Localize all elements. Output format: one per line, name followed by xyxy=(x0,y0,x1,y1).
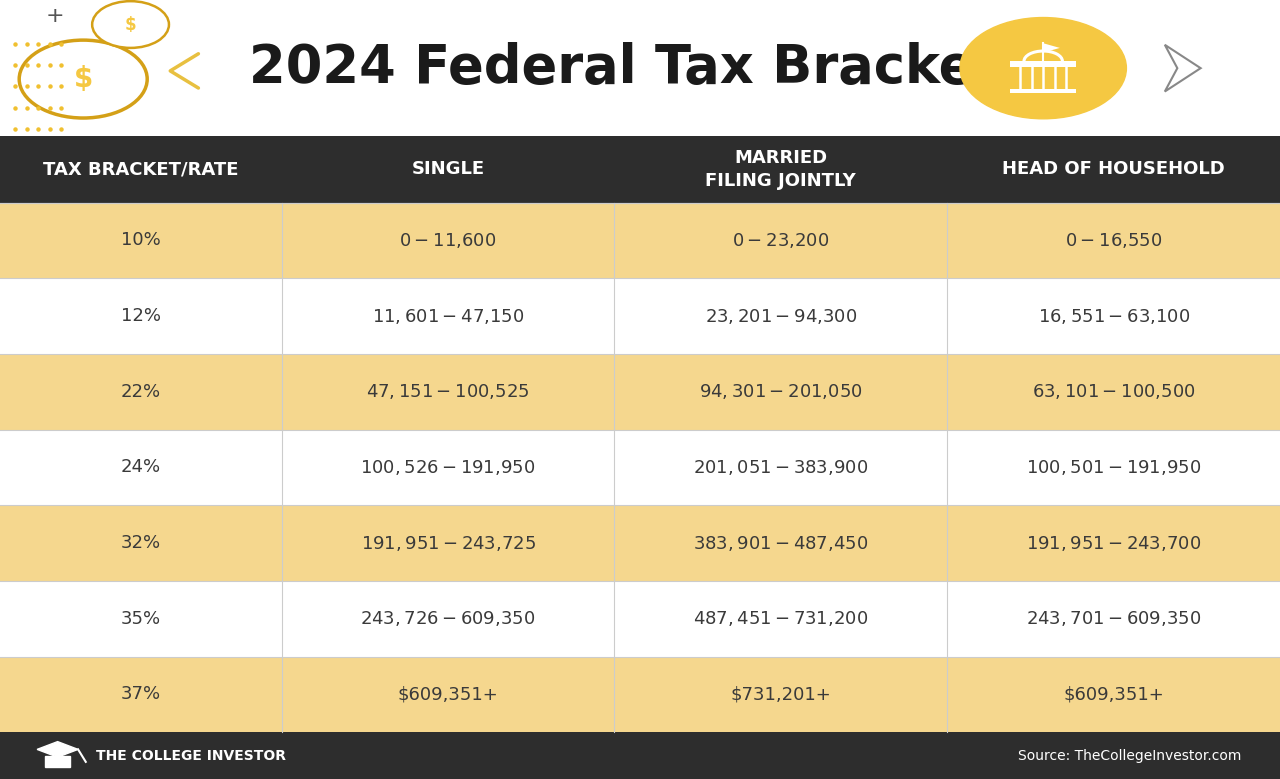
Text: $609,351+: $609,351+ xyxy=(1064,686,1164,703)
Text: $201,051 - $383,900: $201,051 - $383,900 xyxy=(694,458,868,477)
Text: $63,101 - $100,500: $63,101 - $100,500 xyxy=(1032,382,1196,401)
Text: $16,551 - $63,100: $16,551 - $63,100 xyxy=(1038,307,1189,326)
Text: $: $ xyxy=(124,16,137,33)
Text: 12%: 12% xyxy=(120,307,161,325)
Text: TAX BRACKET/RATE: TAX BRACKET/RATE xyxy=(44,160,238,178)
Text: 2024 Federal Tax Brackets: 2024 Federal Tax Brackets xyxy=(250,42,1030,94)
Text: 32%: 32% xyxy=(120,534,161,552)
Bar xyxy=(1010,90,1076,93)
Text: +: + xyxy=(46,6,64,26)
Bar xyxy=(45,756,70,767)
Bar xyxy=(0,354,1280,429)
Text: 10%: 10% xyxy=(120,231,161,249)
Text: 24%: 24% xyxy=(120,458,161,477)
Text: SINGLE: SINGLE xyxy=(411,160,485,178)
Text: $100,526 - $191,950: $100,526 - $191,950 xyxy=(361,458,535,477)
Bar xyxy=(0,0,1280,136)
Circle shape xyxy=(960,18,1126,119)
Text: $0 - $11,600: $0 - $11,600 xyxy=(399,231,497,250)
Bar xyxy=(0,657,1280,732)
Bar xyxy=(0,732,1280,779)
Bar xyxy=(1010,62,1076,67)
Polygon shape xyxy=(37,742,78,757)
Text: $47,151 - $100,525: $47,151 - $100,525 xyxy=(366,382,530,401)
Text: 35%: 35% xyxy=(120,610,161,628)
Text: $: $ xyxy=(73,65,93,93)
Text: $0 - $23,200: $0 - $23,200 xyxy=(732,231,829,250)
Text: $191,951 - $243,700: $191,951 - $243,700 xyxy=(1027,534,1201,552)
Text: HEAD OF HOUSEHOLD: HEAD OF HOUSEHOLD xyxy=(1002,160,1225,178)
Text: $23,201 - $94,300: $23,201 - $94,300 xyxy=(705,307,856,326)
Text: $243,701 - $609,350: $243,701 - $609,350 xyxy=(1027,609,1201,628)
Text: $191,951 - $243,725: $191,951 - $243,725 xyxy=(361,534,535,552)
Text: $487,451 - $731,200: $487,451 - $731,200 xyxy=(694,609,868,628)
Polygon shape xyxy=(1043,44,1060,53)
Text: $383,901 - $487,450: $383,901 - $487,450 xyxy=(694,534,868,552)
Text: $94,301 - $201,050: $94,301 - $201,050 xyxy=(699,382,863,401)
Text: 22%: 22% xyxy=(120,382,161,400)
Text: MARRIED
FILING JOINTLY: MARRIED FILING JOINTLY xyxy=(705,149,856,190)
Circle shape xyxy=(92,2,169,48)
Text: THE COLLEGE INVESTOR: THE COLLEGE INVESTOR xyxy=(96,749,285,763)
Bar xyxy=(0,581,1280,657)
Bar xyxy=(0,136,1280,203)
Bar xyxy=(0,203,1280,278)
Bar xyxy=(0,429,1280,506)
Bar xyxy=(0,506,1280,581)
Text: $100,501 - $191,950: $100,501 - $191,950 xyxy=(1027,458,1201,477)
Text: $0 - $16,550: $0 - $16,550 xyxy=(1065,231,1162,250)
Text: Source: TheCollegeInvestor.com: Source: TheCollegeInvestor.com xyxy=(1018,749,1242,763)
Text: $243,726 - $609,350: $243,726 - $609,350 xyxy=(361,609,535,628)
Text: $11,601 - $47,150: $11,601 - $47,150 xyxy=(372,307,524,326)
Text: $609,351+: $609,351+ xyxy=(398,686,498,703)
Bar xyxy=(0,278,1280,354)
Text: $731,201+: $731,201+ xyxy=(731,686,831,703)
Text: 37%: 37% xyxy=(120,686,161,703)
Circle shape xyxy=(19,40,147,118)
